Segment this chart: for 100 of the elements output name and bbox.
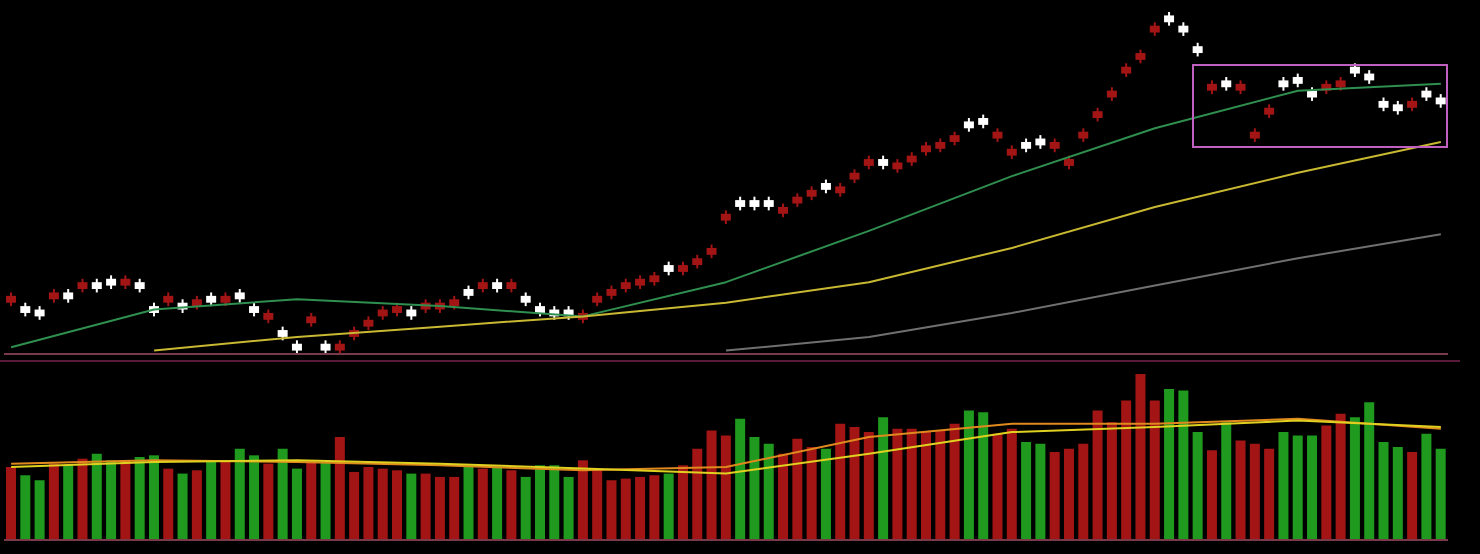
bar <box>6 466 16 540</box>
bar <box>234 448 245 540</box>
bar <box>320 461 331 540</box>
bar <box>1135 374 1146 540</box>
bar <box>1392 447 1403 540</box>
bar <box>835 423 846 540</box>
bar <box>663 473 674 540</box>
bar <box>77 458 88 540</box>
bar <box>1292 435 1303 540</box>
bar <box>477 468 488 540</box>
bar <box>220 461 231 540</box>
bar <box>635 476 646 540</box>
bar <box>1421 433 1432 540</box>
bar <box>1206 450 1217 540</box>
bar <box>134 457 145 540</box>
bar <box>620 478 631 540</box>
bar <box>1106 422 1117 540</box>
bar <box>463 466 474 540</box>
bar <box>1321 425 1332 540</box>
bar <box>191 470 202 540</box>
bar <box>1221 422 1232 540</box>
bar <box>377 468 388 540</box>
bar <box>1378 442 1389 540</box>
bar <box>449 476 460 540</box>
bar <box>1407 452 1418 540</box>
bar <box>649 475 660 540</box>
bar <box>735 418 746 540</box>
bar <box>878 417 889 540</box>
bar <box>163 468 174 540</box>
bar <box>392 470 403 540</box>
bar <box>935 430 946 540</box>
bar <box>106 460 117 540</box>
bar <box>34 480 45 540</box>
bar <box>677 465 688 540</box>
bar <box>806 447 817 540</box>
bar <box>1192 432 1203 540</box>
bar <box>506 470 517 540</box>
bar <box>277 448 288 540</box>
bar <box>549 465 560 540</box>
bar <box>978 412 989 540</box>
bar <box>606 480 617 540</box>
bar <box>1149 400 1160 540</box>
bar <box>1364 402 1375 540</box>
bar <box>563 476 574 540</box>
bar <box>1349 417 1360 540</box>
bar <box>763 443 774 540</box>
bar <box>778 453 789 540</box>
bar <box>349 471 360 540</box>
bar <box>592 468 603 540</box>
bar <box>206 461 217 540</box>
bar <box>692 448 703 540</box>
bar <box>921 432 932 540</box>
bar <box>863 432 874 540</box>
bar <box>963 410 974 540</box>
bar <box>492 466 503 540</box>
bar <box>1121 400 1132 540</box>
bar <box>1278 432 1289 540</box>
bar <box>849 427 860 540</box>
bar <box>291 468 302 540</box>
bar <box>792 438 803 540</box>
bar <box>420 473 431 540</box>
bar <box>534 465 545 540</box>
bar <box>20 475 31 540</box>
bar <box>577 460 588 540</box>
bar <box>1049 452 1060 540</box>
bar <box>91 453 102 540</box>
bar <box>1235 440 1246 540</box>
bar <box>820 448 831 540</box>
bar <box>1063 448 1074 540</box>
bar <box>1178 390 1189 540</box>
bar <box>992 433 1003 540</box>
bar <box>406 473 417 540</box>
bar <box>148 455 159 540</box>
bar <box>906 428 917 540</box>
bar <box>949 423 960 540</box>
bar <box>1092 410 1103 540</box>
bar <box>892 428 903 540</box>
bar <box>1335 413 1346 540</box>
bar <box>263 463 274 540</box>
bar <box>749 437 760 540</box>
bar <box>177 473 188 540</box>
bar <box>1006 428 1017 540</box>
bar <box>249 455 260 540</box>
bar <box>306 460 317 540</box>
bar <box>1249 443 1260 540</box>
bar <box>520 476 531 540</box>
bar <box>1021 442 1032 540</box>
bar <box>48 463 59 540</box>
bar <box>1435 448 1446 540</box>
bar <box>720 435 731 540</box>
bar <box>120 460 131 540</box>
bar <box>434 476 445 540</box>
bar <box>334 437 345 540</box>
bar <box>1307 435 1318 540</box>
bar <box>1078 443 1089 540</box>
bar <box>1164 388 1175 540</box>
bar <box>63 465 74 540</box>
bar <box>1264 448 1275 540</box>
bar <box>1035 443 1046 540</box>
bar <box>706 430 717 540</box>
